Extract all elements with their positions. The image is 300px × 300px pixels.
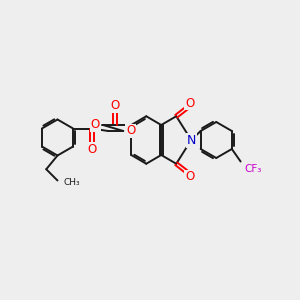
Text: O: O	[110, 99, 120, 112]
Text: CF₃: CF₃	[244, 164, 262, 174]
Text: O: O	[185, 97, 195, 110]
Text: N: N	[187, 134, 196, 146]
Text: O: O	[91, 118, 100, 131]
Text: O: O	[126, 124, 135, 137]
Text: CH₃: CH₃	[63, 178, 80, 187]
Text: O: O	[87, 143, 97, 156]
Text: O: O	[185, 170, 195, 184]
